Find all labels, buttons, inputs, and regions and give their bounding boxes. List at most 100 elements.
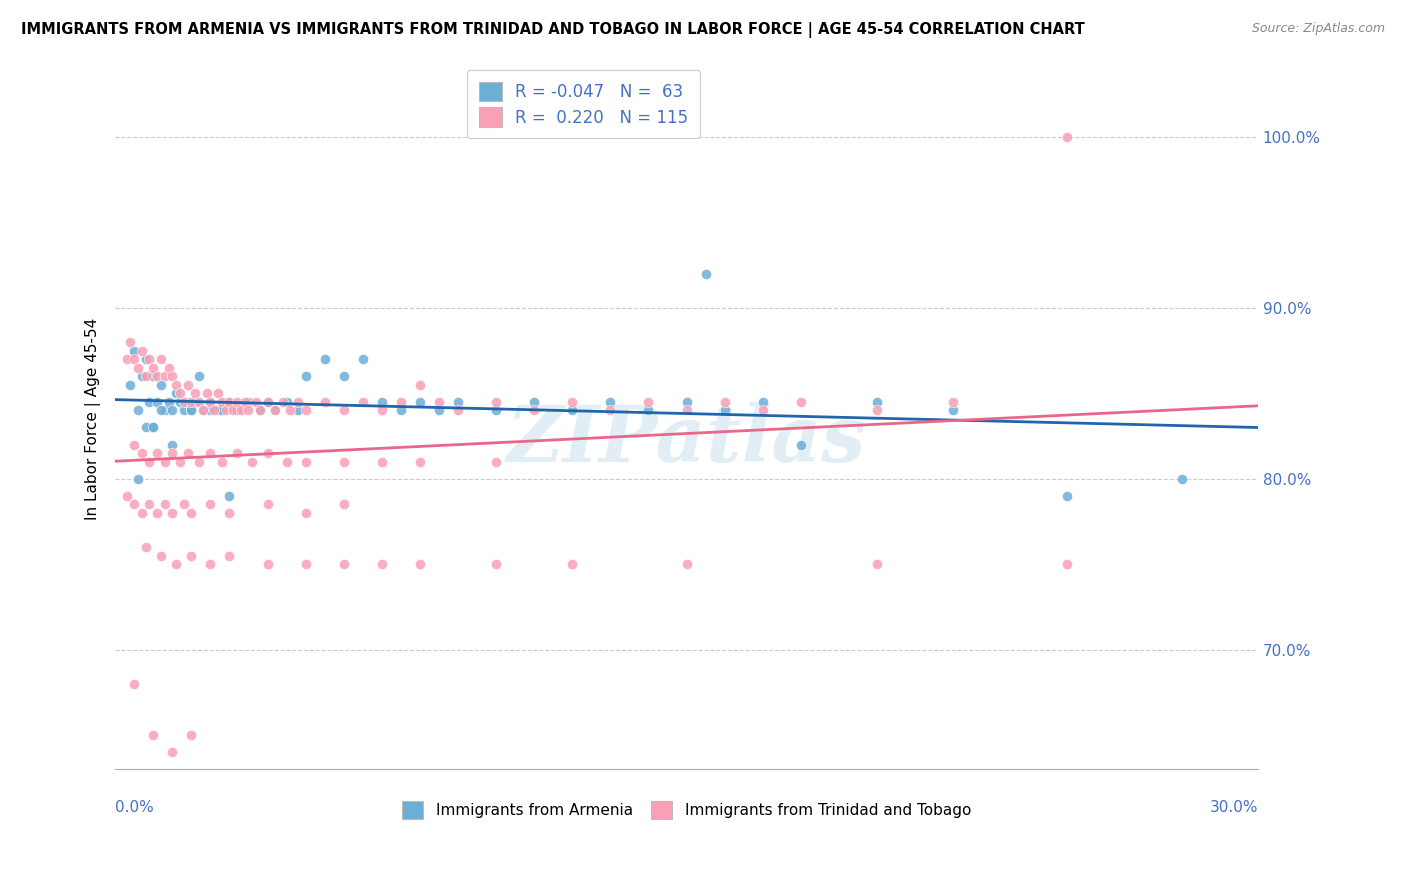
Point	[131, 506, 153, 520]
Point	[149, 377, 172, 392]
Point	[127, 472, 149, 486]
Point	[1056, 558, 1078, 572]
Point	[191, 403, 214, 417]
Point	[169, 386, 191, 401]
Point	[127, 360, 149, 375]
Point	[226, 403, 249, 417]
Point	[1170, 472, 1192, 486]
Point	[675, 558, 697, 572]
Point	[695, 267, 717, 281]
Point	[485, 394, 508, 409]
Point	[409, 394, 432, 409]
Point	[942, 403, 965, 417]
Point	[162, 506, 184, 520]
Point	[122, 497, 145, 511]
Point	[226, 394, 249, 409]
Point	[200, 446, 222, 460]
Point	[287, 403, 309, 417]
Point	[790, 394, 813, 409]
Point	[200, 558, 222, 572]
Point	[162, 745, 184, 759]
Point	[256, 394, 278, 409]
Point	[249, 403, 271, 417]
Point	[256, 394, 278, 409]
Point	[127, 403, 149, 417]
Point	[157, 394, 180, 409]
Point	[180, 394, 202, 409]
Point	[138, 455, 160, 469]
Point	[142, 420, 165, 434]
Point	[188, 394, 211, 409]
Point	[637, 394, 659, 409]
Point	[138, 394, 160, 409]
Point	[294, 558, 316, 572]
Point	[162, 437, 184, 451]
Point	[332, 369, 354, 384]
Point	[184, 386, 207, 401]
Point	[173, 403, 195, 417]
Point	[226, 446, 249, 460]
Point	[713, 394, 735, 409]
Point	[180, 549, 202, 563]
Point	[162, 403, 184, 417]
Point	[238, 403, 260, 417]
Point	[180, 403, 202, 417]
Y-axis label: In Labor Force | Age 45-54: In Labor Force | Age 45-54	[86, 318, 101, 520]
Text: 0.0%: 0.0%	[115, 800, 153, 815]
Point	[165, 558, 187, 572]
Point	[485, 403, 508, 417]
Point	[427, 403, 450, 417]
Point	[271, 394, 294, 409]
Point	[218, 394, 240, 409]
Point	[146, 506, 169, 520]
Point	[153, 369, 176, 384]
Point	[211, 394, 233, 409]
Point	[146, 394, 169, 409]
Point	[256, 497, 278, 511]
Point	[131, 446, 153, 460]
Point	[264, 403, 287, 417]
Point	[523, 403, 546, 417]
Point	[332, 403, 354, 417]
Point	[409, 558, 432, 572]
Point	[240, 455, 263, 469]
Point	[142, 420, 165, 434]
Point	[751, 394, 773, 409]
Point	[122, 343, 145, 358]
Point	[675, 403, 697, 417]
Point	[214, 403, 236, 417]
Point	[866, 403, 889, 417]
Point	[409, 377, 432, 392]
Point	[256, 558, 278, 572]
Point	[162, 369, 184, 384]
Point	[188, 369, 211, 384]
Point	[294, 369, 316, 384]
Point	[188, 455, 211, 469]
Point	[287, 394, 309, 409]
Point	[409, 455, 432, 469]
Point	[485, 455, 508, 469]
Point	[153, 497, 176, 511]
Point	[135, 420, 157, 434]
Point	[176, 394, 198, 409]
Point	[238, 394, 260, 409]
Point	[120, 334, 142, 349]
Point	[122, 677, 145, 691]
Point	[561, 403, 583, 417]
Point	[218, 394, 240, 409]
Point	[165, 377, 187, 392]
Point	[157, 360, 180, 375]
Point	[153, 455, 176, 469]
Point	[332, 497, 354, 511]
Point	[314, 394, 336, 409]
Point	[280, 403, 302, 417]
Point	[115, 489, 138, 503]
Point	[485, 558, 508, 572]
Point	[211, 455, 233, 469]
Point	[245, 394, 267, 409]
Point	[120, 377, 142, 392]
Point	[135, 369, 157, 384]
Point	[218, 489, 240, 503]
Point	[169, 455, 191, 469]
Point	[173, 497, 195, 511]
